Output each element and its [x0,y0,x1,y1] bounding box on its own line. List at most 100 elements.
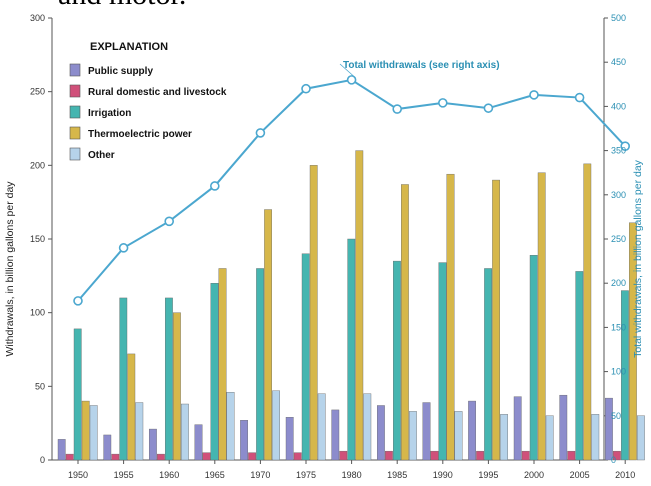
left-tick-label: 0 [40,455,45,465]
bar-other-1990 [454,411,463,461]
bar-irrigation-1950 [73,328,82,461]
left-tick-label: 250 [30,87,45,97]
legend-label-irrigation: Irrigation [88,108,131,119]
bar-other-1970 [272,390,280,461]
bar-rural-domestic-and-livestock-1950 [65,453,74,461]
x-tick-label: 2005 [570,470,590,480]
total-withdrawals-point-1965 [210,181,220,191]
bars-layer [57,150,645,461]
total-withdrawals-point-1970 [255,128,266,138]
total-withdrawals-point-2010 [620,141,631,151]
right-tick-label: 100 [611,367,626,377]
x-tick-label: 1985 [387,470,407,480]
bar-irrigation-1995 [484,268,492,461]
bar-public-supply-2010 [605,397,613,461]
bar-rural-domestic-and-livestock-1985 [385,450,393,461]
bar-public-supply-1955 [103,434,112,461]
left-tick-label: 300 [30,13,45,23]
bar-thermoelectric-power-2005 [583,163,592,461]
bar-public-supply-1960 [148,428,157,461]
total-withdrawals-annotation: Total withdrawals (see right axis) [343,60,500,71]
bar-thermoelectric-power-1955 [127,353,136,461]
total-withdrawals-point-1950 [73,296,83,306]
right-tick-label: 300 [611,190,626,200]
bar-public-supply-1965 [194,424,203,461]
bar-thermoelectric-power-1985 [401,184,409,461]
right-tick-label: 450 [611,57,626,67]
bar-thermoelectric-power-1975 [309,165,318,461]
x-tick-label: 1960 [159,470,179,480]
bar-rural-domestic-and-livestock-2005 [567,450,576,461]
legend-swatch-other [69,147,81,161]
bar-rural-domestic-and-livestock-1975 [293,452,302,461]
bar-irrigation-1965 [210,283,219,461]
right-tick-label: 200 [611,278,626,288]
bar-other-1995 [500,414,508,461]
axes-layer [48,17,626,464]
x-tick-label: 1980 [342,470,362,480]
labels-layer: 0 50 100 150 200 250 300 0 50 100 150 200 250 300 350 4… [4,13,644,480]
bar-public-supply-1980 [331,409,340,461]
left-tick-label: 200 [30,160,45,170]
x-tick-label: 1975 [296,470,316,480]
bar-rural-domestic-and-livestock-1965 [202,452,211,461]
bar-thermoelectric-power-2010 [629,222,637,461]
left-tick-label: 150 [30,234,45,244]
total-withdrawals-point-1960 [164,216,174,227]
legend-label-rural-domestic-and-livestock: Rural domestic and livestock [88,87,227,98]
legend-swatch-irrigation [69,105,81,119]
legend-title: EXPLANATION [90,41,168,53]
bar-other-1960 [180,403,189,461]
right-tick-label: 400 [611,101,626,111]
right-tick-label: 350 [611,146,626,156]
left-tick-label: 50 [35,381,45,391]
bar-other-2005 [591,414,600,461]
bar-public-supply-1970 [240,420,248,461]
bar-thermoelectric-power-1970 [264,209,272,461]
total-withdrawals-point-1955 [118,243,129,253]
bar-rural-domestic-and-livestock-1990 [430,450,439,461]
bar-thermoelectric-power-1990 [446,173,455,461]
right-tick-label: 250 [611,234,626,244]
total-withdrawals-point-1985 [392,104,403,114]
bar-thermoelectric-power-2000 [537,172,546,461]
legend-label-thermoelectric-power: Thermoelectric power [88,129,192,140]
bar-irrigation-1985 [393,260,401,461]
bar-irrigation-1960 [164,297,173,461]
x-tick-label: 1970 [250,470,270,480]
bar-rural-domestic-and-livestock-1960 [156,453,165,461]
bar-thermoelectric-power-1995 [492,179,500,461]
bar-thermoelectric-power-1950 [81,400,90,461]
total-withdrawals-point-1975 [301,83,311,94]
bar-irrigation-1990 [438,262,447,461]
legend-label-other: Other [88,150,115,161]
total-withdrawals-point-1990 [437,98,448,108]
total-withdrawals-point-2000 [529,90,539,100]
total-withdrawals-point-1995 [483,103,494,113]
right-axis-label: Total withdrawals, in billion gallons pe… [632,159,644,358]
bar-public-supply-1950 [57,439,66,461]
x-tick-label: 1955 [114,470,134,480]
right-tick-label: 50 [611,411,621,421]
x-tick-label: 2000 [524,470,544,480]
x-tick-label: 2010 [615,470,635,480]
bar-public-supply-1995 [468,400,476,461]
bar-irrigation-2010 [621,290,629,461]
bar-other-2000 [545,415,554,461]
bar-public-supply-1975 [285,417,294,461]
bar-other-1975 [317,393,326,461]
bar-rural-domestic-and-livestock-1995 [476,450,484,461]
right-tick-label: 0 [611,455,616,465]
bar-thermoelectric-power-1960 [172,312,181,461]
bar-public-supply-2005 [559,394,568,461]
left-tick-label: 100 [30,308,45,318]
bar-irrigation-1975 [301,253,310,461]
bar-other-1955 [135,402,144,461]
bar-other-1985 [409,411,417,461]
x-tick-label: 1950 [68,470,88,480]
bar-other-1965 [226,392,235,461]
bar-thermoelectric-power-1980 [355,150,364,461]
bar-rural-domestic-and-livestock-2000 [521,450,530,461]
bar-public-supply-1985 [377,405,385,461]
legend-label-public-supply: Public supply [88,66,153,77]
